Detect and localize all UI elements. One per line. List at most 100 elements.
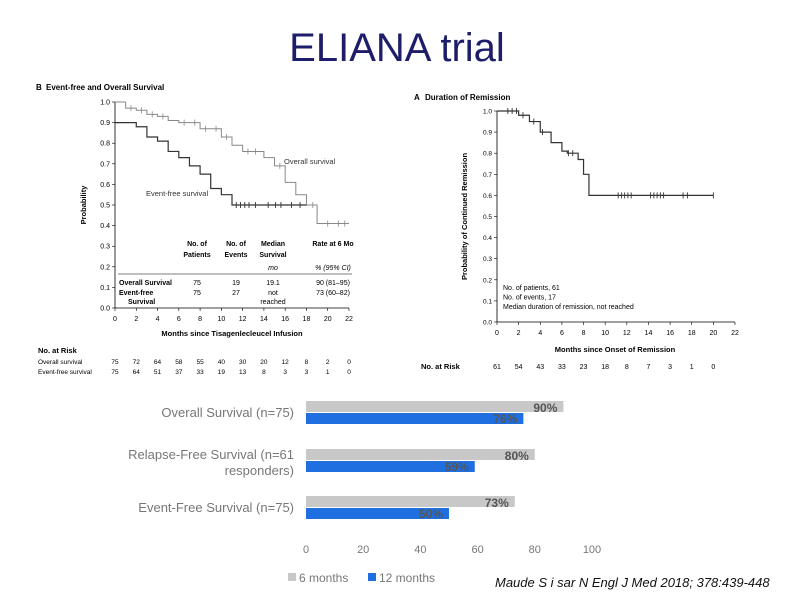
risk-count: 13 [239, 369, 247, 376]
table-cell: 75 [193, 280, 201, 287]
y-tick-label: 0.9 [483, 130, 492, 137]
panel-title: Duration of Remission [425, 93, 510, 102]
risk-count: 3 [283, 369, 287, 376]
y-tick-label: 0.9 [100, 120, 110, 127]
x-axis-label: Months since Onset of Remission [555, 345, 676, 354]
x-tick-label: 8 [198, 316, 202, 323]
bar-6-months-label: 73% [485, 496, 509, 510]
y-tick-label: 0.4 [100, 223, 110, 230]
bar-12-months-label: 59% [445, 460, 469, 474]
legend-swatch-12-months [368, 573, 376, 581]
x-tick-label: 2 [134, 316, 138, 323]
page-title: ELIANA trial [289, 26, 505, 70]
table-cell: 90 (81–95) [316, 280, 350, 287]
risk-count: 61 [493, 364, 501, 371]
table-row-label: Event-free [119, 290, 153, 297]
y-tick-label: 0.4 [483, 235, 492, 242]
y-tick-label: 0.8 [483, 151, 492, 158]
table-cell: 27 [232, 290, 240, 297]
x-tick-label: 16 [281, 316, 289, 323]
table-subheader: mo [268, 265, 278, 272]
table-header: Survival [259, 252, 286, 259]
x-tick-label: 18 [688, 330, 696, 337]
y-tick-label: 1.0 [100, 100, 110, 107]
bar-x-tick-label: 100 [583, 544, 601, 556]
legend-swatch-6-months [288, 573, 296, 581]
x-tick-label: 0 [113, 316, 117, 323]
table-row-label: Survival [128, 299, 155, 306]
x-tick-label: 18 [303, 316, 311, 323]
panel-letter: A [414, 93, 420, 102]
table-cell: 19 [232, 280, 240, 287]
risk-count: 20 [260, 359, 268, 366]
bar-category-label: Overall Survival (n=75) [161, 405, 294, 420]
risk-count: 55 [196, 359, 204, 366]
x-tick-label: 8 [582, 330, 586, 337]
y-tick-label: 0.3 [483, 256, 492, 263]
bar-6-months [306, 401, 564, 412]
y-tick-label: 0.2 [100, 264, 110, 271]
x-tick-label: 12 [623, 330, 631, 337]
y-tick-label: 0.6 [483, 193, 492, 200]
bar-chart: Overall Survival (n=75) Relapse-Free Surv… [128, 401, 601, 585]
risk-count: 51 [154, 369, 162, 376]
risk-count: 7 [647, 364, 651, 371]
y-tick-label: 0.5 [483, 214, 492, 221]
x-tick-label: 0 [495, 330, 499, 337]
remission-note: No. of events, 17 [503, 295, 556, 302]
remission-note: No. of patients, 61 [503, 285, 560, 292]
table-header: No. of [187, 241, 207, 248]
risk-count: 75 [111, 359, 119, 366]
bar-6-months [306, 449, 535, 460]
risk-count: 3 [305, 369, 309, 376]
bar-x-tick-label: 40 [414, 544, 426, 556]
bar-category-label: responders) [225, 463, 294, 478]
table-row-label: Overall Survival [119, 280, 172, 287]
risk-count: 58 [175, 359, 183, 366]
risk-count: 64 [154, 359, 162, 366]
risk-count: 0 [347, 369, 351, 376]
x-tick-label: 12 [239, 316, 247, 323]
x-tick-label: 4 [156, 316, 160, 323]
x-tick-label: 20 [324, 316, 332, 323]
x-tick-label: 14 [260, 316, 268, 323]
risk-row-label: Event-free survival [38, 369, 92, 376]
risk-header: No. at Risk [38, 346, 78, 355]
risk-count: 54 [515, 364, 523, 371]
table-cell: 73 (60–82) [316, 290, 350, 297]
risk-count: 1 [326, 369, 330, 376]
table-cell: 19.1 [266, 280, 280, 287]
x-axis-label: Months since Tisagenlecleucel Infusion [161, 329, 303, 338]
bar-x-tick-label: 60 [471, 544, 483, 556]
table-cell: not [268, 290, 278, 297]
y-axis-label: Probability of Continued Remission [460, 153, 469, 281]
bar-12-months [306, 461, 475, 472]
panel-letter: B [36, 83, 42, 92]
bar-12-months-label: 50% [419, 507, 443, 521]
legend-label-12-months: 12 months [379, 571, 435, 585]
panel-title: Event-free and Overall Survival [46, 83, 164, 92]
x-tick-label: 22 [345, 316, 353, 323]
remission-curve [497, 110, 714, 196]
risk-count: 8 [262, 369, 266, 376]
risk-count: 30 [239, 359, 247, 366]
bar-12-months [306, 508, 449, 519]
y-tick-label: 1.0 [483, 109, 492, 116]
bar-6-months [306, 496, 515, 507]
bar-category-label: Event-Free Survival (n=75) [138, 500, 294, 515]
risk-count: 12 [282, 359, 290, 366]
y-tick-label: 0.2 [483, 277, 492, 284]
risk-count: 2 [326, 359, 330, 366]
risk-count: 64 [133, 369, 141, 376]
risk-count: 72 [133, 359, 141, 366]
bar-x-tick-label: 80 [529, 544, 541, 556]
table-header: Patients [183, 252, 210, 259]
y-tick-label: 0.0 [100, 306, 110, 313]
risk-count: 0 [347, 359, 351, 366]
citation: Maude S i sar N Engl J Med 2018; 378:439… [495, 575, 770, 590]
bar-x-tick-label: 0 [303, 544, 309, 556]
risk-header: No. at Risk [421, 362, 461, 371]
risk-count: 18 [601, 364, 609, 371]
y-tick-label: 0.7 [483, 172, 492, 179]
